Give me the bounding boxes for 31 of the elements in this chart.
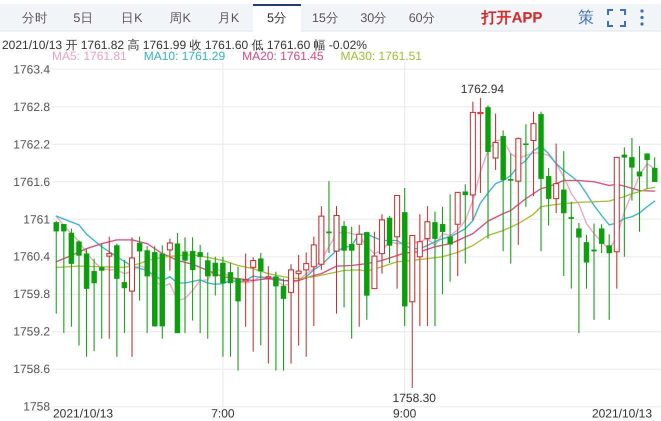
tab-label: 5分 xyxy=(267,11,287,25)
y-tick-label: 1759.8 xyxy=(13,287,50,302)
link-label: 策 xyxy=(578,10,594,26)
legend-item: MA30: 1761.51 xyxy=(340,49,422,63)
y-tick-label: 1761.6 xyxy=(13,174,50,189)
tab-label: 月K xyxy=(218,11,240,25)
y-tick-label: 1762.2 xyxy=(13,137,50,152)
link-label: 打开APP xyxy=(482,10,542,26)
y-tick-label: 1759.2 xyxy=(13,324,50,339)
y-tick-label: 1760.4 xyxy=(13,250,50,264)
y-tick-label: 1763.4 xyxy=(13,62,50,76)
x-tick-label: 9:00 xyxy=(393,406,416,420)
tab-label: 日K xyxy=(121,11,142,25)
tab-label: 60分 xyxy=(408,11,436,25)
y-tick-label: 1758.6 xyxy=(13,362,50,376)
annotation: 1758.30 xyxy=(392,390,436,405)
tab-label: 分时 xyxy=(22,11,48,25)
chart-title: 2021/10/13 开 1761.82 高 1761.99 收 1761.60 低 1761.60 幅 -0.02% xyxy=(2,38,367,52)
annotation: 1762.94 xyxy=(460,82,504,96)
x-tick-label: 7:00 xyxy=(211,406,235,420)
legend-item: MA10: 1761.29 xyxy=(144,49,226,63)
tab-label: 30分 xyxy=(360,11,388,25)
y-tick-label: 1758 xyxy=(23,400,50,414)
y-tick-label: 1761 xyxy=(23,212,50,226)
annotation: 2021/10/13 xyxy=(592,406,652,420)
annotation: 2021/10/13 xyxy=(53,406,114,420)
tab-label: 周K xyxy=(170,11,191,25)
legend-item: MA5: 1761.81 xyxy=(52,49,127,63)
tab-label: 5日 xyxy=(73,11,94,25)
tab-label: 15分 xyxy=(312,11,339,25)
y-tick-label: 1762.8 xyxy=(13,100,50,114)
